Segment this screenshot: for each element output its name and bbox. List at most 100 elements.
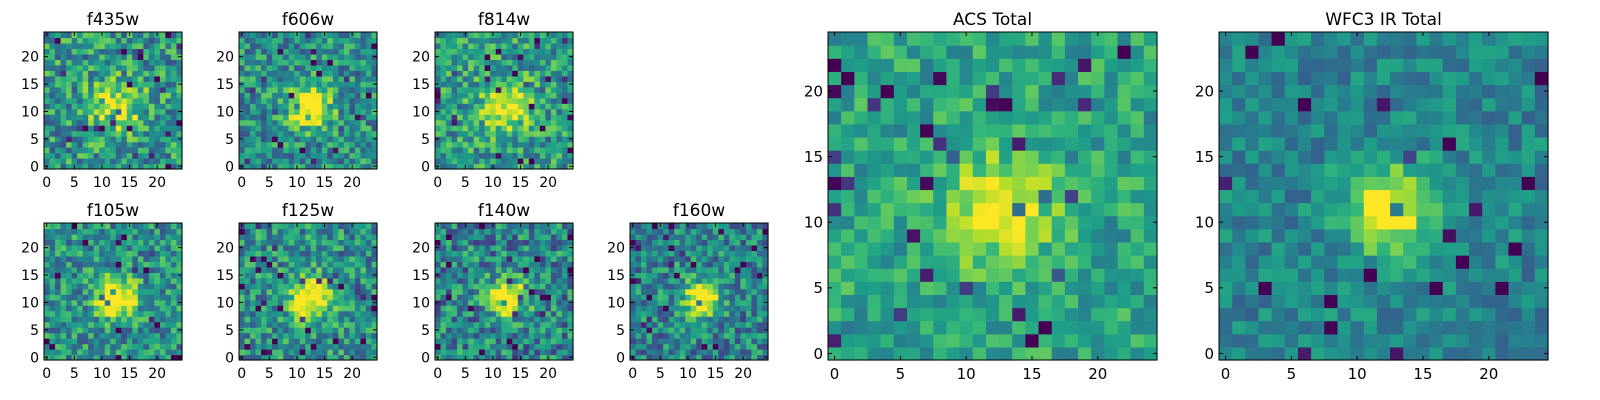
heatmap-cell <box>539 305 546 312</box>
heatmap-cell <box>272 239 279 246</box>
heatmap-cell <box>1130 307 1145 322</box>
heatmap-cell <box>762 223 769 230</box>
heatmap-cell <box>745 321 753 328</box>
heatmap-cell <box>360 261 367 268</box>
heatmap-cell <box>261 349 268 356</box>
heatmap-cell <box>165 130 172 137</box>
heatmap-cell <box>332 114 339 121</box>
heatmap-cell <box>272 316 279 323</box>
heatmap-cell <box>126 272 133 279</box>
heatmap-cell <box>517 48 524 55</box>
heatmap-cell <box>539 332 546 339</box>
heatmap-cell <box>371 97 378 104</box>
heatmap-cell <box>354 59 362 66</box>
heatmap-cell <box>512 354 519 361</box>
heatmap-cell <box>255 349 262 356</box>
heatmap-cell <box>745 343 753 350</box>
heatmap-cell <box>501 266 508 273</box>
heatmap-cell <box>332 59 339 66</box>
heatmap-cell <box>545 338 552 345</box>
heatmap-cell <box>159 70 167 77</box>
heatmap-cell <box>657 349 664 356</box>
heatmap-cell <box>327 327 334 334</box>
heatmap-cell <box>288 239 295 246</box>
heatmap-cell <box>250 277 257 284</box>
heatmap-cell <box>310 42 317 50</box>
heatmap-cell <box>132 299 139 306</box>
heatmap-cell <box>110 261 117 268</box>
heatmap-cell <box>299 163 306 170</box>
heatmap-cell <box>635 228 642 235</box>
heatmap-cell <box>550 136 558 143</box>
heatmap-cell <box>479 288 486 295</box>
heatmap-cell <box>148 136 155 143</box>
heatmap-cell <box>110 92 117 99</box>
heatmap-cell <box>729 354 736 361</box>
heatmap-cell <box>354 288 362 295</box>
heatmap-cell <box>104 108 111 115</box>
heatmap-cell <box>165 261 172 268</box>
heatmap-cell <box>310 294 317 301</box>
heatmap-cell <box>828 333 842 348</box>
heatmap-cell <box>468 266 475 273</box>
heatmap-cell <box>176 305 183 312</box>
heatmap-cell <box>652 283 659 290</box>
heatmap-cell <box>528 338 535 345</box>
heatmap-cell <box>556 310 563 317</box>
heatmap-cell <box>338 255 345 262</box>
heatmap-cell <box>170 114 178 121</box>
heatmap-cell <box>132 114 139 121</box>
heatmap-cell <box>365 272 373 279</box>
heatmap-cell <box>762 239 769 246</box>
heatmap-cell <box>723 255 730 262</box>
panel-title: f814w <box>478 10 530 30</box>
heatmap-cell <box>110 349 117 356</box>
heatmap-cell <box>44 70 51 77</box>
heatmap-cell <box>288 130 295 137</box>
heatmap-cell <box>176 349 183 356</box>
heatmap-cell <box>630 250 637 257</box>
heatmap-cell <box>250 255 257 262</box>
heatmap-cell <box>305 147 312 154</box>
heatmap-cell <box>360 130 367 137</box>
heatmap-cell <box>528 163 535 170</box>
heatmap-cell <box>82 343 89 350</box>
heatmap-cell <box>137 255 144 262</box>
heatmap-cell <box>745 349 753 356</box>
heatmap-cell <box>365 152 373 159</box>
heatmap-cell <box>490 125 497 132</box>
heatmap-cell <box>137 244 144 251</box>
heatmap-cell <box>104 130 111 137</box>
heatmap-cell <box>1143 189 1158 204</box>
heatmap-cell <box>484 136 491 143</box>
heatmap-cell <box>446 283 453 290</box>
heatmap-cell <box>545 233 552 241</box>
heatmap-cell <box>490 338 497 345</box>
heatmap-cell <box>349 64 356 71</box>
heatmap-cell <box>338 125 345 132</box>
heatmap-cell <box>1117 307 1132 322</box>
heatmap-cell <box>294 244 301 251</box>
heatmap-cell <box>148 53 155 60</box>
heatmap-cell <box>495 288 502 295</box>
heatmap-cell <box>371 321 378 328</box>
heatmap-cell <box>77 108 84 115</box>
heatmap-cell <box>556 59 563 66</box>
heatmap-cell <box>343 136 350 143</box>
heatmap-cell <box>66 136 73 143</box>
heatmap-cell <box>473 97 480 104</box>
heatmap-cell <box>126 299 133 306</box>
heatmap-cell <box>143 321 150 328</box>
heatmap-cell <box>305 97 312 104</box>
heatmap-cell <box>534 277 541 284</box>
heatmap-cell <box>365 288 373 295</box>
heatmap-cell <box>523 92 530 99</box>
heatmap-cell <box>685 321 692 328</box>
heatmap-cell <box>310 223 317 230</box>
heatmap-cell <box>734 288 741 295</box>
heatmap-cell <box>354 163 362 170</box>
heatmap-cell <box>104 125 111 132</box>
heatmap-cell <box>154 119 161 126</box>
heatmap-cell <box>316 152 323 159</box>
heatmap-cell <box>854 150 869 164</box>
